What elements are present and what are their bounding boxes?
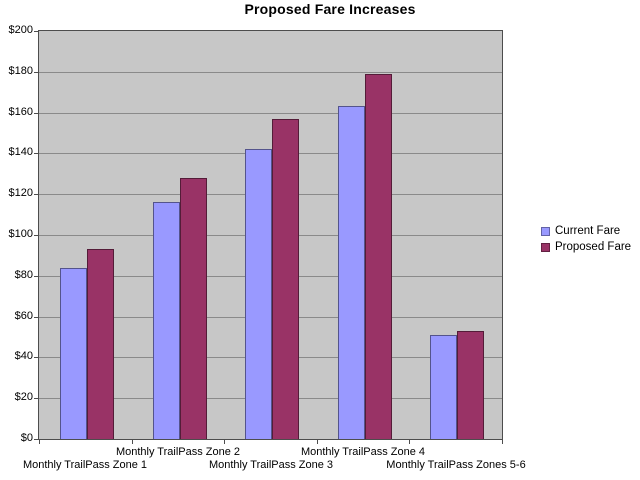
bar-proposed-fare-monthly-trailpass-zone-3 <box>272 119 299 439</box>
bar-current-fare-monthly-trailpass-zone-1 <box>60 268 87 439</box>
legend-swatch-current-fare <box>541 226 550 236</box>
y-axis-tick <box>34 113 38 114</box>
x-axis-tick <box>317 440 318 444</box>
y-axis-tick <box>34 31 38 32</box>
y-axis-tick-label: $180 <box>8 65 33 77</box>
y-axis-tick-label: $200 <box>8 24 33 36</box>
x-axis-tick <box>502 440 503 444</box>
x-axis-category-label: Monthly TrailPass Zones 5-6 <box>386 459 526 471</box>
legend-swatch-proposed-fare <box>541 242 550 252</box>
bar-proposed-fare-monthly-trailpass-zone-1 <box>87 249 114 439</box>
y-axis-tick-label: $100 <box>8 228 33 240</box>
bar-proposed-fare-monthly-trailpass-zone-4 <box>365 74 392 439</box>
y-axis-tick-label: $140 <box>8 146 33 158</box>
legend-label: Current Fare <box>555 225 621 237</box>
gridline <box>39 72 502 73</box>
y-axis-tick-label: $120 <box>8 187 33 199</box>
y-axis-tick <box>34 357 38 358</box>
y-axis-tick-label: $40 <box>14 350 33 362</box>
bar-proposed-fare-monthly-trailpass-zones-5-6 <box>457 331 484 439</box>
x-axis-tick <box>39 440 40 444</box>
y-axis-tick <box>34 439 38 440</box>
bar-current-fare-monthly-trailpass-zones-5-6 <box>430 335 457 439</box>
legend-label: Proposed Fare <box>555 241 632 253</box>
y-axis-tick <box>34 153 38 154</box>
x-axis-category-label: Monthly TrailPass Zone 2 <box>115 446 241 458</box>
y-axis-tick-label: $160 <box>8 106 33 118</box>
y-axis-tick <box>34 317 38 318</box>
x-axis-category-label: Monthly TrailPass Zone 3 <box>208 459 334 471</box>
y-axis-tick <box>34 276 38 277</box>
y-axis-tick <box>34 235 38 236</box>
legend-item: Current Fare <box>541 223 631 239</box>
chart-title: Proposed Fare Increases <box>244 1 416 17</box>
gridline <box>39 113 502 114</box>
bar-current-fare-monthly-trailpass-zone-3 <box>245 149 272 439</box>
y-axis-tick <box>34 194 38 195</box>
legend-item: Proposed Fare <box>541 239 631 255</box>
plot-area <box>38 30 503 440</box>
bar-proposed-fare-monthly-trailpass-zone-2 <box>180 178 207 439</box>
y-axis-tick <box>34 72 38 73</box>
legend: Current Fare Proposed Fare <box>541 223 631 255</box>
y-axis-tick-label: $0 <box>20 432 33 444</box>
x-axis-tick <box>132 440 133 444</box>
bar-current-fare-monthly-trailpass-zone-4 <box>338 106 365 439</box>
x-axis-tick <box>409 440 410 444</box>
y-axis-tick <box>34 398 38 399</box>
x-axis-tick <box>224 440 225 444</box>
y-axis-tick-label: $20 <box>14 391 33 403</box>
x-axis-category-label: Monthly TrailPass Zone 1 <box>22 459 148 471</box>
y-axis-tick-label: $60 <box>14 310 33 322</box>
x-axis-category-label: Monthly TrailPass Zone 4 <box>300 446 426 458</box>
bar-current-fare-monthly-trailpass-zone-2 <box>153 202 180 439</box>
y-axis-tick-label: $80 <box>14 269 33 281</box>
